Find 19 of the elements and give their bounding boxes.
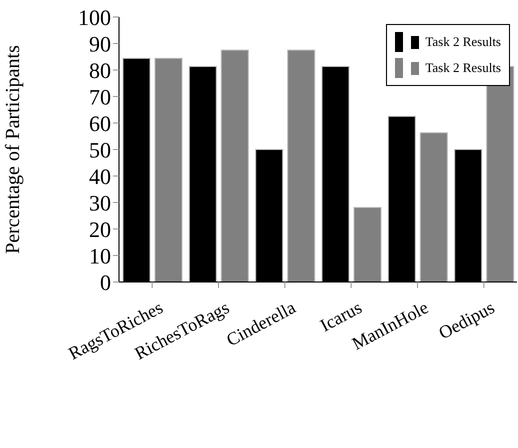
y-tick-label: 90 [89, 31, 111, 56]
y-tick-label: 10 [89, 243, 111, 268]
y-axis-title: Percentage of Participants [2, 44, 24, 254]
legend-label: Task 2 Results [425, 34, 501, 50]
bar [287, 50, 316, 282]
bar [420, 132, 448, 282]
y-tick-label: 0 [100, 270, 111, 295]
y-tick-label: 100 [78, 4, 111, 30]
y-tick-label: 50 [89, 137, 111, 162]
bar [220, 50, 249, 282]
y-tick-label: 80 [89, 58, 111, 83]
y-tick-label: 20 [89, 216, 111, 242]
y-tick-label: 60 [89, 110, 111, 136]
bar [354, 207, 382, 282]
legend-label: Task 2 Results [425, 60, 501, 76]
y-tick-label: 70 [89, 84, 111, 110]
y-tick-label: 40 [89, 164, 111, 189]
y-tick-label: 30 [89, 190, 111, 216]
bar [154, 58, 182, 282]
